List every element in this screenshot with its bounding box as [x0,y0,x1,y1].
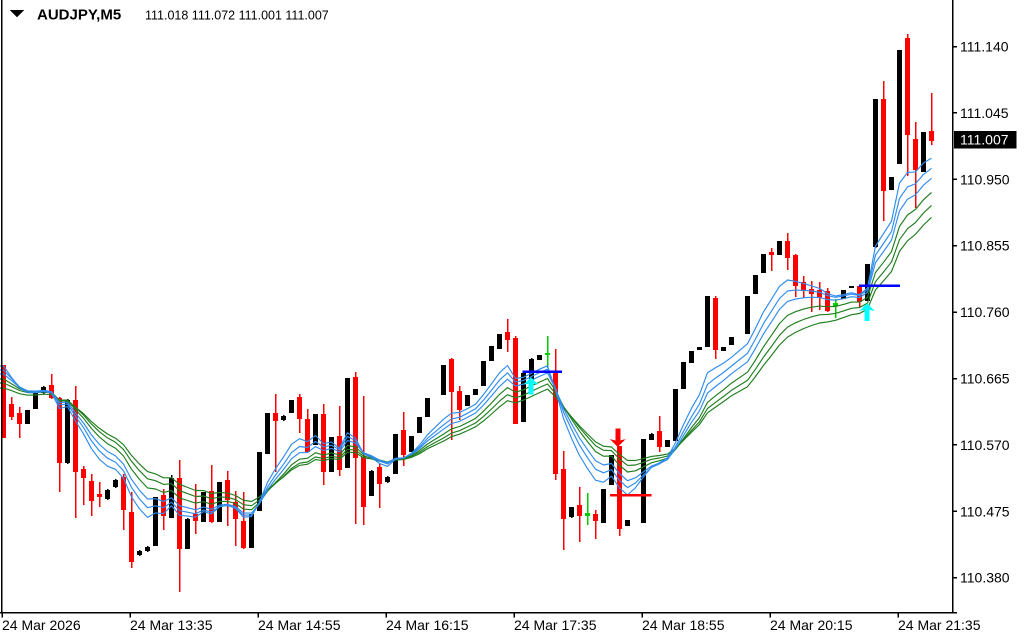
svg-text:24 Mar 17:35: 24 Mar 17:35 [514,617,597,633]
svg-text:110.760: 110.760 [960,304,1010,320]
svg-text:24 Mar 14:55: 24 Mar 14:55 [258,617,341,633]
svg-text:24 Mar 13:35: 24 Mar 13:35 [130,617,213,633]
svg-text:24 Mar 20:15: 24 Mar 20:15 [770,617,853,633]
svg-text:24 Mar 21:35: 24 Mar 21:35 [898,617,981,633]
svg-text:111.007: 111.007 [960,132,1009,148]
svg-text:110.665: 110.665 [960,371,1010,387]
svg-text:110.855: 110.855 [960,238,1010,254]
svg-text:111.140: 111.140 [960,39,1009,55]
svg-text:111.018 111.072 111.001 111.00: 111.018 111.072 111.001 111.007 [145,9,329,23]
svg-text:110.570: 110.570 [960,437,1010,453]
svg-text:24 Mar 16:15: 24 Mar 16:15 [386,617,469,633]
svg-text:110.950: 110.950 [960,171,1010,187]
svg-text:110.380: 110.380 [960,570,1010,586]
svg-text:110.475: 110.475 [960,503,1010,519]
svg-text:111.045: 111.045 [960,105,1009,121]
svg-text:24 Mar 2026: 24 Mar 2026 [2,617,81,633]
svg-text:24 Mar 18:55: 24 Mar 18:55 [642,617,725,633]
svg-text:AUDJPY,M5: AUDJPY,M5 [37,7,121,24]
